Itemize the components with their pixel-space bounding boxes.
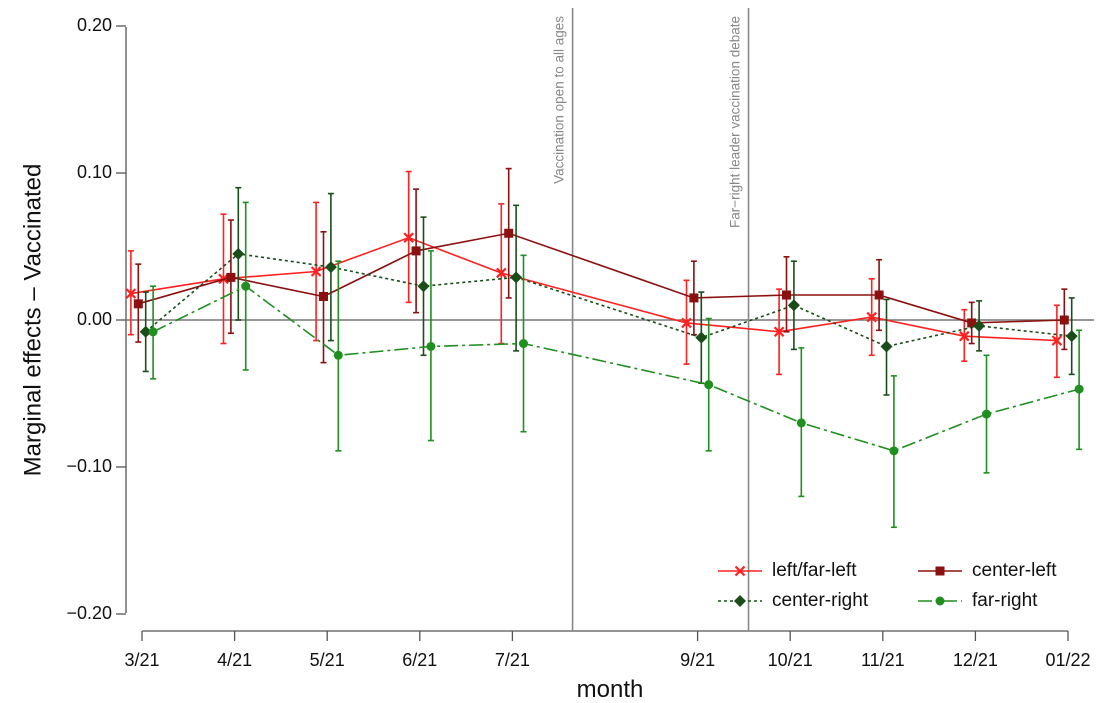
x-tick-label: 7/21 bbox=[495, 650, 530, 670]
y-ticks: −0.20 −0.10 0.00 0.10 0.20 bbox=[66, 15, 126, 623]
data-point bbox=[417, 280, 430, 293]
data-point bbox=[504, 228, 514, 238]
event-label: Far−right leader vaccination debate bbox=[728, 16, 743, 228]
legend-item: center-left bbox=[918, 560, 1057, 581]
data-point bbox=[689, 293, 699, 303]
data-point bbox=[796, 418, 806, 428]
legend-label: center-left bbox=[972, 560, 1057, 581]
y-tick-label: 0.10 bbox=[77, 162, 112, 182]
data-point bbox=[324, 261, 337, 274]
legend-swatch-marker bbox=[734, 595, 746, 607]
data-point bbox=[226, 272, 236, 282]
legend-label: far-right bbox=[972, 590, 1038, 611]
legend-label: left/far-left bbox=[772, 560, 857, 581]
data-point bbox=[403, 232, 414, 243]
y-axis-label: Marginal effects – Vaccinated bbox=[19, 164, 46, 477]
series-line bbox=[138, 232, 1065, 324]
x-tick-label: 5/21 bbox=[310, 650, 345, 670]
data-point bbox=[973, 319, 986, 332]
legend-label: center-right bbox=[772, 590, 869, 611]
data-point bbox=[1065, 330, 1078, 343]
series-line bbox=[130, 236, 1057, 342]
legend-item: center-right bbox=[718, 590, 869, 611]
event-label: Vaccination open to all ages bbox=[552, 16, 567, 184]
legend-swatch-marker bbox=[935, 596, 945, 606]
data-point bbox=[411, 246, 421, 256]
x-tick-label: 01/22 bbox=[1045, 650, 1090, 670]
y-tick-label: 0.20 bbox=[77, 15, 112, 35]
data-point bbox=[880, 340, 893, 353]
x-axis-label: month bbox=[577, 676, 644, 703]
data-point bbox=[1051, 335, 1063, 346]
y-tick-label: −0.20 bbox=[66, 603, 112, 623]
data-point bbox=[982, 409, 992, 419]
series-line bbox=[145, 253, 1072, 348]
data-point bbox=[139, 325, 152, 338]
x-tick-label: 9/21 bbox=[680, 650, 715, 670]
data-point bbox=[967, 318, 977, 328]
legend-swatch-marker bbox=[935, 566, 945, 576]
data-point bbox=[773, 326, 785, 338]
data-point bbox=[1074, 384, 1084, 394]
data-point bbox=[133, 299, 143, 309]
x-tick-label: 12/21 bbox=[953, 650, 998, 670]
annotations: Vaccination open to all ages Far−right le… bbox=[552, 8, 750, 631]
y-tick-label: −0.10 bbox=[66, 456, 112, 476]
data-point bbox=[125, 288, 137, 299]
data-point bbox=[519, 339, 529, 349]
x-tick-label: 3/21 bbox=[124, 650, 159, 670]
data-point bbox=[333, 350, 343, 360]
data-point bbox=[866, 311, 877, 323]
x-ticks: 3/21 4/21 5/21 6/21 7/21 9/21 10/21 11/21 12/21 0… bbox=[124, 631, 1091, 670]
data-point bbox=[318, 291, 328, 301]
series-layer bbox=[125, 167, 1084, 529]
data-point bbox=[148, 327, 158, 337]
data-point bbox=[781, 290, 791, 300]
data-point bbox=[787, 299, 800, 312]
y-tick-label: 0.00 bbox=[77, 309, 112, 329]
series-center-left bbox=[133, 167, 1069, 364]
legend-item: far-right bbox=[918, 590, 1038, 611]
data-point bbox=[241, 281, 251, 291]
data-point bbox=[510, 271, 523, 284]
series-center-right bbox=[139, 186, 1078, 396]
data-point bbox=[1059, 315, 1069, 325]
series-left-far-left bbox=[125, 170, 1063, 379]
x-tick-label: 4/21 bbox=[217, 650, 252, 670]
data-point bbox=[310, 266, 322, 277]
legend-item: left/far-left bbox=[718, 560, 857, 581]
data-point bbox=[496, 267, 507, 279]
data-point bbox=[681, 317, 692, 329]
x-tick-label: 11/21 bbox=[861, 650, 905, 670]
x-tick-label: 10/21 bbox=[768, 650, 813, 670]
data-point bbox=[426, 341, 436, 351]
data-point bbox=[889, 446, 899, 456]
legend: left/far-left center-left center-right far-… bbox=[718, 560, 1057, 611]
series-line bbox=[152, 285, 1080, 452]
axes: −0.20 −0.10 0.00 0.10 0.20 3/21 4/21 5/21 6/21 7… bbox=[19, 15, 1094, 703]
series-far-right bbox=[148, 201, 1084, 529]
data-point bbox=[695, 331, 708, 344]
data-point bbox=[232, 247, 245, 260]
data-point bbox=[959, 330, 970, 342]
data-point bbox=[874, 290, 884, 300]
data-point bbox=[704, 380, 714, 390]
x-tick-label: 6/21 bbox=[402, 650, 437, 670]
legend-swatch-marker bbox=[734, 565, 746, 577]
